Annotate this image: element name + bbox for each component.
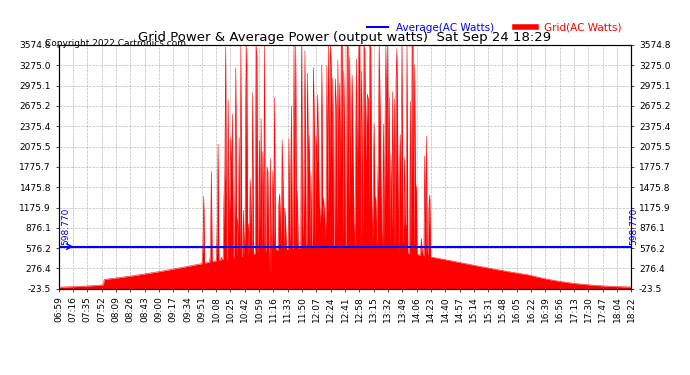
Text: 598.770: 598.770	[629, 208, 638, 245]
Text: Copyright 2022 Cartronics.com: Copyright 2022 Cartronics.com	[45, 39, 186, 48]
Legend: Average(AC Watts), Grid(AC Watts): Average(AC Watts), Grid(AC Watts)	[363, 18, 626, 37]
Text: 598.770: 598.770	[61, 208, 70, 245]
Title: Grid Power & Average Power (output watts)  Sat Sep 24 18:29: Grid Power & Average Power (output watts…	[139, 31, 551, 44]
